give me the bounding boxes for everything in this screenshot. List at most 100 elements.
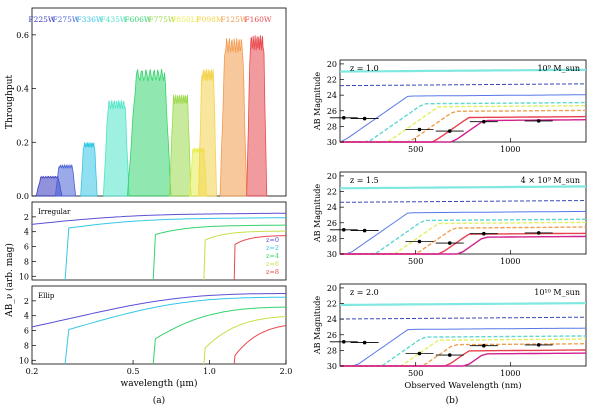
ytick-label: 30: [327, 362, 337, 371]
irregular-curves: [31, 212, 287, 281]
sed-ytick-label: 10: [19, 272, 29, 281]
throughput-ytick-label: 0.2: [16, 138, 29, 147]
filter-label-f125w: F125W: [220, 15, 248, 24]
ytick-label: 26: [327, 331, 337, 340]
mass-label: 10⁹ M_sun: [537, 64, 580, 73]
ellip-curve-0: [31, 293, 286, 328]
data-point: [482, 343, 486, 348]
irregular-legend: z=0z=2z=4z=6z=8: [266, 236, 279, 276]
data-point: [482, 231, 486, 236]
irregular-curve-1: [64, 217, 286, 281]
ab-magnitude-ylabel: AB Magnitude: [313, 72, 322, 131]
throughput-f125w: [219, 38, 248, 197]
sed-xtick-label: 2.0: [280, 367, 293, 376]
caption-b: (b): [446, 395, 459, 406]
data-point: [362, 340, 367, 345]
data-point: [447, 353, 452, 357]
irregular-panel: Irregular z=0z=2z=4z=6z=8 2 4 6 8 10: [19, 201, 287, 281]
model-track-4: [340, 338, 586, 367]
ytick-label: 24: [327, 91, 337, 100]
redshift-panel-3: 20 22 24 26 28 30 500 1000 z = 2.0 10¹⁰ M_sun AB M…: [313, 283, 587, 391]
filter-label-f606w: F606W: [124, 15, 152, 24]
ytick-label: 22: [327, 300, 337, 309]
model-track-5: [340, 226, 586, 255]
redshift-label: z = 2.0: [350, 288, 379, 297]
xtick-label: 1000: [500, 369, 520, 378]
redshift-panel-1: 20 22 24 26 28 30 500 1000 z = 1.0 10⁹ M_sun AB Ma…: [313, 59, 587, 154]
irregular-curve-4: [233, 235, 286, 281]
throughput-f775w: [168, 94, 192, 197]
ytick-label: 22: [327, 188, 337, 197]
model-track-2: [340, 327, 587, 367]
ytick-label: 24: [327, 315, 337, 324]
model-track-5: [340, 343, 587, 367]
model-track-3: [340, 335, 587, 367]
legend-entry-z0: z=0: [266, 236, 279, 244]
data-point: [417, 127, 422, 132]
mass-label: 10¹⁰ M_sun: [534, 288, 580, 297]
redshift-panel-2: 20 22 24 26 28 30 500 1000 z = 1.5 4 × 10⁹ M_sun A…: [313, 171, 587, 266]
model-track-7: [340, 235, 587, 255]
legend-entry-z8: z=8: [266, 268, 279, 276]
ytick-label: 20: [327, 172, 337, 181]
filter-label-f336w: F336W: [76, 15, 104, 24]
ytick-label: 20: [327, 284, 337, 293]
model-track-4: [340, 104, 586, 143]
filter-label-f275w: F275W: [52, 15, 80, 24]
sed-ylabel: AB_ν (arb. mag): [4, 243, 15, 318]
panel-frame: [339, 171, 587, 255]
ellip-panel: Ellip 2 4 6 8 10 0.2 0.5 1.0 2.0 AB_ν (arb. mag…: [4, 243, 292, 389]
sed-xtick-label: 0.2: [26, 367, 39, 376]
data-point: [536, 343, 541, 347]
ytick-label: 22: [327, 76, 337, 85]
data-point: [417, 239, 422, 244]
throughput-ytick-label: 0.4: [16, 85, 29, 94]
redshift-label: z = 1.5: [350, 176, 379, 185]
model-track-3: [340, 101, 586, 143]
throughput-f098m: [198, 69, 217, 197]
mass-label: 4 × 10⁹ M_sun: [521, 176, 580, 185]
ellip-y-ticks: 2 4 6 8 10: [19, 297, 36, 365]
model-track-7: [340, 352, 587, 367]
sed-ytick-label: 4: [24, 228, 29, 237]
xtick-label: 1000: [500, 145, 520, 154]
data-point: [536, 231, 541, 235]
data-point: [362, 228, 367, 233]
model-track-2: [339, 94, 586, 143]
ellip-curve-1: [64, 296, 286, 365]
panel-frame: [339, 59, 587, 143]
legend-entry-z2: z=2: [266, 244, 279, 252]
sed-ytick-label: 6: [24, 243, 29, 252]
model-track-5: [340, 109, 586, 143]
filter-label-f160w: F160W: [244, 15, 272, 24]
model-track-0: [340, 302, 587, 306]
data-point: [482, 119, 486, 124]
model-track-0: [339, 68, 586, 73]
legend-entry-z4: z=4: [266, 252, 279, 260]
xtick-label: 500: [408, 257, 423, 266]
ellip-frame: [31, 285, 287, 365]
ellip-curve-4: [233, 325, 287, 365]
ellip-curves: [31, 293, 287, 365]
throughput-f160w: [246, 35, 268, 197]
sed-xlabel: wavelength (μm): [121, 378, 198, 389]
throughput-f336w: [80, 141, 98, 197]
model-track-6: [340, 349, 586, 367]
filter-name-labels: F225WF275WF336WF435WF606WF775WF850LPF098…: [28, 15, 272, 24]
sed-xtick-label: 0.5: [127, 367, 140, 376]
xtick-label: 500: [408, 145, 423, 154]
irregular-title: Irregular: [38, 208, 71, 216]
filter-label-f850lp: F850LP: [171, 15, 201, 24]
model-track-3: [340, 218, 587, 255]
redshift-panels: 20 22 24 26 28 30 500 1000 z = 1.0 10⁹ M_sun AB Ma…: [313, 59, 587, 391]
irregular-frame: [31, 201, 287, 281]
throughput-f435w: [103, 99, 130, 197]
ytick-label: 28: [327, 346, 337, 355]
model-track-4: [340, 221, 586, 255]
throughput-f606w: [126, 69, 172, 197]
irregular-curve-3: [203, 230, 286, 281]
ytick-label: 28: [327, 122, 337, 131]
throughput-f275w: [54, 163, 76, 197]
ytick-label: 30: [327, 250, 337, 259]
